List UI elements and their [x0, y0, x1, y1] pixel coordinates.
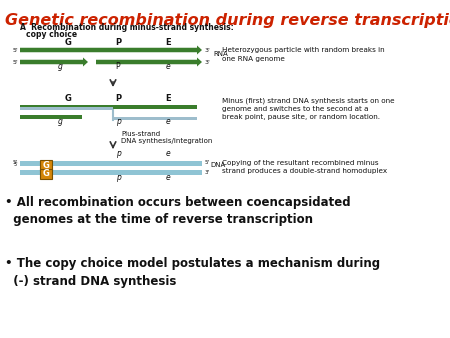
Text: A  Recombination during minus-strand synthesis:: A Recombination during minus-strand synt…	[20, 23, 234, 32]
Text: E: E	[165, 94, 171, 103]
Text: 3': 3'	[205, 48, 211, 52]
Text: 5': 5'	[12, 48, 18, 52]
FancyBboxPatch shape	[40, 169, 52, 179]
Text: 3': 3'	[205, 59, 211, 65]
Text: RNA: RNA	[213, 51, 228, 57]
Text: E: E	[165, 38, 171, 47]
Text: G: G	[64, 38, 72, 47]
Polygon shape	[96, 57, 202, 67]
Text: Minus (first) strand DNA synthesis starts on one
genome and switches to the seco: Minus (first) strand DNA synthesis start…	[222, 97, 395, 121]
Text: DNA: DNA	[210, 162, 225, 168]
Polygon shape	[20, 57, 88, 67]
Text: G: G	[64, 94, 72, 103]
Text: g: g	[58, 62, 63, 71]
Text: Heterozygous particle with random breaks in
one RNA genome: Heterozygous particle with random breaks…	[222, 47, 385, 62]
Text: p: p	[116, 173, 121, 182]
Text: • All recombination occurs between coencapsidated
  genomes at the time of rever: • All recombination occurs between coenc…	[5, 196, 351, 226]
Text: 5': 5'	[12, 59, 18, 65]
Text: p: p	[116, 149, 121, 158]
Text: • The copy choice model postulates a mechanism during
  (-) strand DNA synthesis: • The copy choice model postulates a mec…	[5, 257, 380, 288]
Text: p: p	[116, 117, 121, 126]
Polygon shape	[20, 46, 202, 54]
Text: P: P	[116, 62, 120, 71]
Text: Copying of the resultant recombined minus
strand produces a double-strand homodu: Copying of the resultant recombined minu…	[222, 160, 387, 174]
Text: e: e	[166, 117, 171, 126]
Text: g: g	[58, 117, 63, 126]
Bar	[20, 105, 197, 109]
Text: DNA synthesis/integration: DNA synthesis/integration	[121, 138, 212, 144]
Text: Plus-strand: Plus-strand	[121, 131, 160, 137]
Text: G: G	[43, 161, 50, 169]
Bar	[20, 107, 113, 110]
Text: e: e	[166, 149, 171, 158]
FancyBboxPatch shape	[40, 160, 52, 170]
Text: e: e	[166, 173, 171, 182]
Bar	[20, 115, 82, 119]
Text: 5': 5'	[205, 161, 210, 166]
Bar	[113, 117, 197, 120]
Text: 3': 3'	[205, 169, 210, 174]
Text: e: e	[166, 62, 171, 71]
Bar	[20, 161, 202, 166]
Text: G: G	[43, 169, 50, 178]
Text: 5': 5'	[13, 161, 18, 166]
Text: P: P	[115, 94, 121, 103]
Text: copy choice: copy choice	[26, 30, 77, 39]
Text: Genetic recombination during reverse transcription: Genetic recombination during reverse tra…	[5, 13, 450, 28]
Text: P: P	[115, 38, 121, 47]
Text: 5': 5'	[14, 162, 18, 167]
Bar	[20, 169, 202, 174]
